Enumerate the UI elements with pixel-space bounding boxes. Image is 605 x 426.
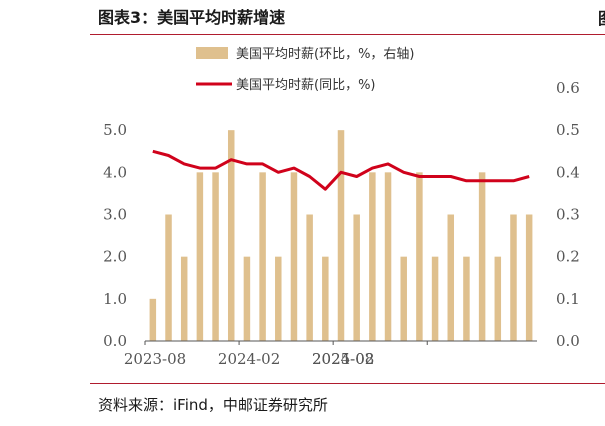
y-right-tick-label: 0.6 (556, 79, 580, 97)
bar-2023-08 (149, 298, 157, 341)
bar-2024-05 (290, 172, 298, 341)
x-tick-label: 2024-02 (218, 350, 280, 368)
bar-2023-10 (180, 256, 188, 341)
bar-2025-06 (494, 256, 502, 341)
x-tick-label: 2024-08 (312, 350, 374, 368)
y-left-tick-label: 3.0 (103, 206, 127, 224)
legend-swatch-bar (196, 47, 228, 59)
bar-2024-07 (322, 256, 329, 341)
bar-2024-03 (259, 172, 266, 341)
bar-2024-12 (400, 256, 407, 341)
chart-title: 图表3：美国平均时薪增速 (98, 8, 286, 27)
y-right-tick-label: 0.3 (556, 206, 580, 224)
bar-2024-04 (275, 256, 282, 341)
y-right-tick-label: 0.2 (556, 248, 580, 266)
y-right-tick-label: 0.4 (556, 163, 580, 181)
bar-2024-11 (384, 172, 392, 341)
y-right-tick-label: 0.1 (556, 290, 580, 308)
x-tick-label: 2023-08 (124, 350, 186, 368)
bar-2025-02 (431, 256, 439, 341)
y-right-tick-label: 0.0 (556, 332, 580, 350)
bar-2024-02 (243, 256, 251, 341)
adjacent-title-fragment: 图 (598, 5, 605, 29)
bar-2025-03 (447, 214, 455, 341)
bar-2025-04 (463, 256, 470, 341)
x-tick-label: 2025-02 (312, 350, 374, 368)
y-left-tick-label: 1.0 (103, 290, 127, 308)
y-left-tick-label: 2.0 (103, 248, 127, 266)
line-series-yoy (152, 149, 530, 191)
bar-2023-09 (165, 214, 172, 341)
y-left-tick-label: 4.0 (103, 163, 127, 181)
y-left-tick-label: 0.0 (103, 332, 127, 350)
title-rule (90, 34, 605, 35)
bar-2025-01 (416, 172, 423, 341)
bar-2023-12 (212, 172, 219, 341)
legend-label-line: 美国平均时薪(同比，%) (236, 78, 376, 93)
bar-2024-01 (227, 130, 235, 341)
bar-2025-07 (510, 214, 517, 341)
source-rule (90, 383, 605, 384)
y-left-tick-label: 5.0 (103, 121, 127, 139)
legend-label-bar: 美国平均时薪(环比，%，右轴) (236, 47, 415, 62)
source-note: 资料来源：iFind，中邮证券研究所 (98, 396, 328, 414)
bar-2024-09 (353, 214, 360, 341)
bar-2024-10 (369, 172, 376, 341)
bar-2023-11 (196, 172, 204, 341)
y-right-tick-label: 0.5 (556, 121, 580, 139)
bar-2025-05 (478, 172, 486, 341)
bar-2024-06 (306, 214, 313, 341)
bar-2024-08 (337, 130, 345, 341)
bar-2025-08 (525, 214, 533, 341)
